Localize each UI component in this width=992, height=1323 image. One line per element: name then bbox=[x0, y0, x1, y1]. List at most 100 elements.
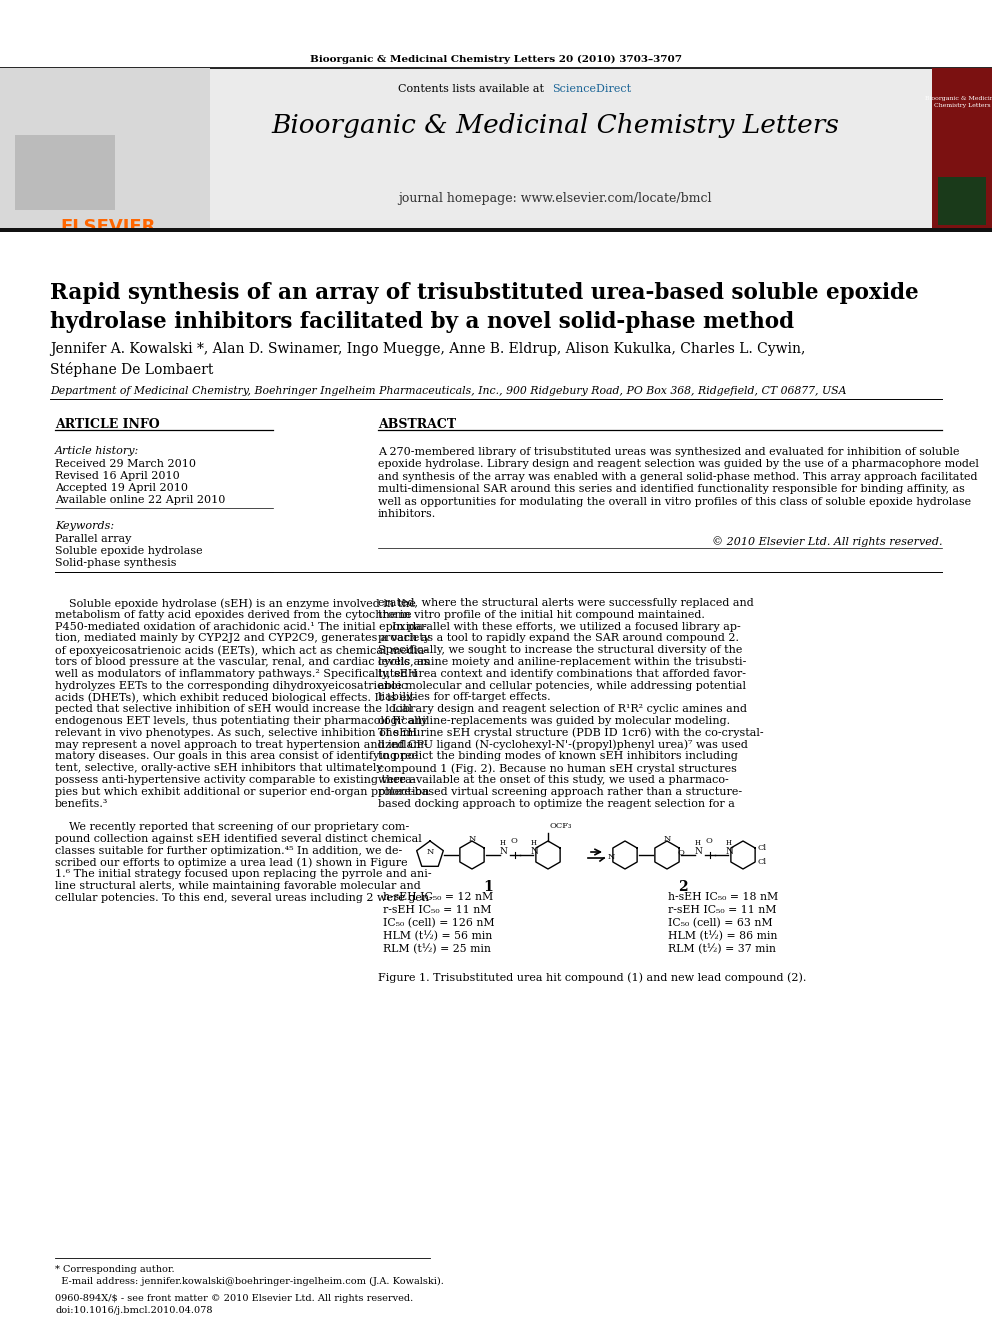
Text: tent, selective, orally-active sEH inhibitors that ultimately: tent, selective, orally-active sEH inhib… bbox=[55, 763, 383, 773]
Text: Bioorganic & Medicinal Chemistry Letters 20 (2010) 3703–3707: Bioorganic & Medicinal Chemistry Letters… bbox=[310, 56, 682, 64]
Text: acids (DHETs), which exhibit reduced biological effects. It is ex-: acids (DHETs), which exhibit reduced bio… bbox=[55, 692, 416, 703]
Text: Article history:: Article history: bbox=[55, 446, 139, 456]
Text: Department of Medicinal Chemistry, Boehringer Ingelheim Pharmaceuticals, Inc., 9: Department of Medicinal Chemistry, Boehr… bbox=[50, 386, 846, 396]
Text: tion, mediated mainly by CYP2J2 and CYP2C9, generates a variety: tion, mediated mainly by CYP2J2 and CYP2… bbox=[55, 634, 431, 643]
Text: ABSTRACT: ABSTRACT bbox=[378, 418, 456, 431]
Text: r-sEH IC₅₀ = 11 nM: r-sEH IC₅₀ = 11 nM bbox=[383, 905, 491, 916]
Text: journal homepage: www.elsevier.com/locate/bmcl: journal homepage: www.elsevier.com/locat… bbox=[398, 192, 711, 205]
Text: phore-based virtual screening approach rather than a structure-: phore-based virtual screening approach r… bbox=[378, 787, 742, 796]
Text: Parallel array: Parallel array bbox=[55, 534, 131, 544]
Text: Soluble epoxide hydrolase: Soluble epoxide hydrolase bbox=[55, 546, 202, 556]
Text: inhibitors.: inhibitors. bbox=[378, 509, 436, 519]
Text: pound collection against sEH identified several distinct chemical: pound collection against sEH identified … bbox=[55, 833, 422, 844]
Text: to predict the binding modes of known sEH inhibitors including: to predict the binding modes of known sE… bbox=[378, 751, 738, 762]
Text: were available at the onset of this study, we used a pharmaco-: were available at the onset of this stud… bbox=[378, 775, 729, 785]
Text: Figure 1. Trisubstituted urea hit compound (1) and new lead compound (2).: Figure 1. Trisubstituted urea hit compou… bbox=[378, 972, 806, 983]
Text: h-sEH IC₅₀ = 12 nM: h-sEH IC₅₀ = 12 nM bbox=[383, 892, 493, 902]
Text: erated, where the structural alerts were successfully replaced and: erated, where the structural alerts were… bbox=[378, 598, 754, 609]
Text: classes suitable for further optimization.⁴⁵ In addition, we de-: classes suitable for further optimizatio… bbox=[55, 845, 402, 856]
Text: P450-mediated oxidation of arachidonic acid.¹ The initial epoxida-: P450-mediated oxidation of arachidonic a… bbox=[55, 622, 427, 631]
Text: O: O bbox=[511, 837, 518, 845]
Text: scribed our efforts to optimize a urea lead (1) shown in Figure: scribed our efforts to optimize a urea l… bbox=[55, 857, 408, 868]
Text: E-mail address: jennifer.kowalski@boehringer-ingelheim.com (J.A. Kowalski).: E-mail address: jennifer.kowalski@boehri… bbox=[55, 1277, 443, 1286]
Text: of R³ aniline-replacements was guided by molecular modeling.: of R³ aniline-replacements was guided by… bbox=[378, 716, 730, 726]
Text: h-sEH IC₅₀ = 18 nM: h-sEH IC₅₀ = 18 nM bbox=[668, 892, 779, 902]
Bar bbox=[0, 67, 210, 230]
Text: * Corresponding author.: * Corresponding author. bbox=[55, 1265, 175, 1274]
Text: Soluble epoxide hydrolase (sEH) is an enzyme involved in the: Soluble epoxide hydrolase (sEH) is an en… bbox=[55, 598, 416, 609]
Text: ARTICLE INFO: ARTICLE INFO bbox=[55, 418, 160, 431]
Text: possess anti-hypertensive activity comparable to existing thera-: possess anti-hypertensive activity compa… bbox=[55, 775, 416, 785]
Text: N: N bbox=[694, 847, 702, 856]
Text: N: N bbox=[725, 847, 733, 856]
Text: Available online 22 April 2010: Available online 22 April 2010 bbox=[55, 495, 225, 505]
Text: H: H bbox=[726, 839, 732, 847]
Text: H: H bbox=[531, 839, 537, 847]
Text: and synthesis of the array was enabled with a general solid-phase method. This a: and synthesis of the array was enabled w… bbox=[378, 472, 977, 482]
Text: N: N bbox=[607, 853, 615, 861]
Text: multi-dimensional SAR around this series and identified functionality responsibl: multi-dimensional SAR around this series… bbox=[378, 484, 965, 495]
Text: Bioorganic & Medicinal
Chemistry Letters: Bioorganic & Medicinal Chemistry Letters bbox=[925, 97, 992, 107]
Text: Rapid synthesis of an array of trisubstituted urea-based soluble epoxide
hydrola: Rapid synthesis of an array of trisubsti… bbox=[50, 282, 919, 333]
Text: A 270-membered library of trisubstituted ureas was synthesized and evaluated for: A 270-membered library of trisubstituted… bbox=[378, 447, 959, 456]
Text: Contents lists available at: Contents lists available at bbox=[399, 83, 548, 94]
Text: 1.⁶ The initial strategy focused upon replacing the pyrrole and ani-: 1.⁶ The initial strategy focused upon re… bbox=[55, 869, 432, 880]
Text: metabolism of fatty acid epoxides derived from the cytochrome: metabolism of fatty acid epoxides derive… bbox=[55, 610, 412, 619]
Text: Cl: Cl bbox=[757, 844, 766, 852]
Text: relevant in vivo phenotypes. As such, selective inhibition of sEH: relevant in vivo phenotypes. As such, se… bbox=[55, 728, 417, 738]
Text: may represent a novel approach to treat hypertension and inflam-: may represent a novel approach to treat … bbox=[55, 740, 428, 750]
Text: able molecular and cellular potencies, while addressing potential: able molecular and cellular potencies, w… bbox=[378, 680, 746, 691]
Text: Accepted 19 April 2010: Accepted 19 April 2010 bbox=[55, 483, 188, 493]
Text: N: N bbox=[427, 848, 434, 856]
Text: N: N bbox=[664, 835, 671, 843]
Text: H: H bbox=[695, 839, 701, 847]
Text: tuted urea context and identify combinations that afforded favor-: tuted urea context and identify combinat… bbox=[378, 669, 746, 679]
Text: epoxide hydrolase. Library design and reagent selection was guided by the use of: epoxide hydrolase. Library design and re… bbox=[378, 459, 979, 470]
Text: based docking approach to optimize the reagent selection for a: based docking approach to optimize the r… bbox=[378, 799, 735, 808]
Text: OCF₃: OCF₃ bbox=[550, 822, 572, 830]
Text: O: O bbox=[705, 837, 712, 845]
Text: Keywords:: Keywords: bbox=[55, 521, 114, 531]
Text: pies but which exhibit additional or superior end-organ protection: pies but which exhibit additional or sup… bbox=[55, 787, 430, 796]
Text: N: N bbox=[499, 847, 507, 856]
Text: ScienceDirect: ScienceDirect bbox=[552, 83, 631, 94]
Text: r-sEH IC₅₀ = 11 nM: r-sEH IC₅₀ = 11 nM bbox=[668, 905, 777, 916]
Text: Bioorganic & Medicinal Chemistry Letters: Bioorganic & Medicinal Chemistry Letters bbox=[271, 112, 839, 138]
Text: 0960-894X/$ - see front matter © 2010 Elsevier Ltd. All rights reserved.: 0960-894X/$ - see front matter © 2010 El… bbox=[55, 1294, 414, 1303]
Text: liabilities for off-target effects.: liabilities for off-target effects. bbox=[378, 692, 551, 703]
Text: matory diseases. Our goals in this area consist of identifying po-: matory diseases. Our goals in this area … bbox=[55, 751, 418, 762]
Text: Specifically, we sought to increase the structural diversity of the: Specifically, we sought to increase the … bbox=[378, 646, 742, 655]
Text: proach as a tool to rapidly expand the SAR around compound 2.: proach as a tool to rapidly expand the S… bbox=[378, 634, 739, 643]
Text: We recently reported that screening of our proprietary com-: We recently reported that screening of o… bbox=[55, 822, 410, 832]
Text: © 2010 Elsevier Ltd. All rights reserved.: © 2010 Elsevier Ltd. All rights reserved… bbox=[711, 536, 942, 546]
Text: The murine sEH crystal structure (PDB ID 1cr6) with the co-crystal-: The murine sEH crystal structure (PDB ID… bbox=[378, 728, 764, 738]
Text: 2: 2 bbox=[679, 880, 687, 894]
Text: 1: 1 bbox=[483, 880, 493, 894]
Text: of epoxyeicosatrienoic acids (EETs), which act as chemical media-: of epoxyeicosatrienoic acids (EETs), whi… bbox=[55, 646, 429, 656]
Text: Cl: Cl bbox=[757, 859, 766, 867]
Bar bbox=[0, 228, 992, 232]
Text: O: O bbox=[678, 849, 684, 857]
Text: pected that selective inhibition of sEH would increase the local: pected that selective inhibition of sEH … bbox=[55, 704, 412, 714]
Text: doi:10.1016/j.bmcl.2010.04.078: doi:10.1016/j.bmcl.2010.04.078 bbox=[55, 1306, 212, 1315]
Text: tors of blood pressure at the vascular, renal, and cardiac levels, as: tors of blood pressure at the vascular, … bbox=[55, 658, 430, 667]
Text: well as modulators of inflammatory pathways.² Specifically, sEH: well as modulators of inflammatory pathw… bbox=[55, 669, 418, 679]
Bar bbox=[938, 177, 986, 225]
Text: Library design and reagent selection of R¹R² cyclic amines and: Library design and reagent selection of … bbox=[378, 704, 747, 714]
Text: well as opportunities for modulating the overall in vitro profiles of this class: well as opportunities for modulating the… bbox=[378, 496, 971, 507]
Text: cyclic amine moiety and aniline-replacement within the trisubsti-: cyclic amine moiety and aniline-replacem… bbox=[378, 658, 746, 667]
Text: Received 29 March 2010: Received 29 March 2010 bbox=[55, 459, 196, 468]
Text: cellular potencies. To this end, several ureas including 2 were gen-: cellular potencies. To this end, several… bbox=[55, 893, 433, 904]
Bar bbox=[932, 67, 992, 230]
Text: Jennifer A. Kowalski *, Alan D. Swinamer, Ingo Muegge, Anne B. Eldrup, Alison Ku: Jennifer A. Kowalski *, Alan D. Swinamer… bbox=[50, 343, 806, 377]
Text: benefits.³: benefits.³ bbox=[55, 799, 108, 808]
Text: N: N bbox=[530, 847, 538, 856]
Text: Solid-phase synthesis: Solid-phase synthesis bbox=[55, 558, 177, 568]
Text: In parallel with these efforts, we utilized a focused library ap-: In parallel with these efforts, we utili… bbox=[378, 622, 741, 631]
Text: hydrolyzes EETs to the corresponding dihydroxyeicosatrienoic: hydrolyzes EETs to the corresponding dih… bbox=[55, 680, 408, 691]
Text: compound 1 (Fig. 2). Because no human sEH crystal structures: compound 1 (Fig. 2). Because no human sE… bbox=[378, 763, 737, 774]
Text: HLM (t½) = 86 min: HLM (t½) = 86 min bbox=[668, 931, 778, 942]
Text: line structural alerts, while maintaining favorable molecular and: line structural alerts, while maintainin… bbox=[55, 881, 421, 892]
Bar bbox=[15, 135, 115, 210]
Text: the in vitro profile of the initial hit compound maintained.: the in vitro profile of the initial hit … bbox=[378, 610, 705, 619]
